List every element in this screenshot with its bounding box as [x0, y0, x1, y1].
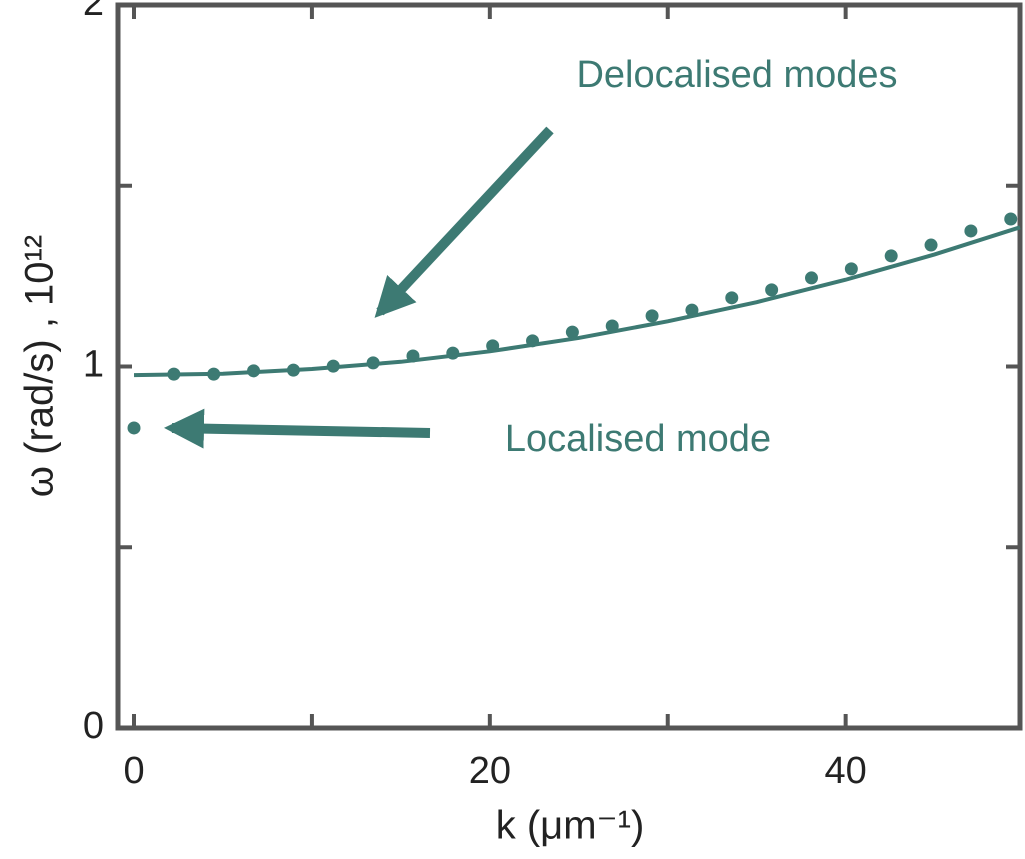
x-tick-label: 20	[469, 750, 511, 792]
arrow	[374, 126, 554, 318]
data-point	[924, 238, 938, 252]
data-point	[964, 224, 978, 238]
x-tick-label: 40	[825, 750, 867, 792]
arrow	[164, 408, 431, 449]
y-tick-label: 1	[83, 344, 104, 386]
data-point	[765, 283, 779, 297]
y-axis-label: ω (rad/s) , 10¹²	[18, 235, 62, 497]
plot-frame	[115, 2, 1023, 731]
annotation: Delocalised modes	[576, 54, 897, 96]
data-point	[844, 262, 858, 276]
data-point	[884, 249, 898, 263]
data-point	[725, 291, 739, 305]
x-tick-label: 0	[123, 750, 144, 792]
data-point	[1004, 212, 1018, 226]
y-tick-label: 0	[83, 705, 104, 747]
data-point	[804, 271, 818, 285]
data-point	[565, 325, 579, 339]
x-axis-label: k (μm⁻¹)	[496, 804, 645, 848]
annotation: Localised mode	[505, 418, 771, 460]
y-tick-label: 2	[83, 0, 104, 24]
data-point	[127, 421, 141, 435]
fit-line	[133, 225, 1021, 378]
data-point	[645, 309, 659, 323]
